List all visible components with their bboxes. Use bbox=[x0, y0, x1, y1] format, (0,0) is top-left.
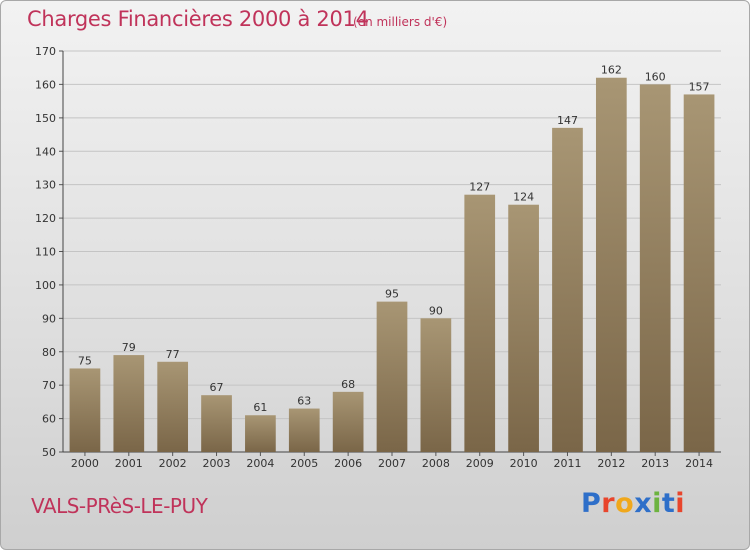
y-tick-label: 90 bbox=[42, 312, 56, 325]
data-label: 124 bbox=[513, 191, 534, 204]
bar bbox=[376, 301, 408, 452]
data-label: 77 bbox=[166, 348, 180, 361]
chart-title: Charges Financières 2000 à 2014 bbox=[27, 7, 369, 31]
axis-layer: 50 60 70 80 90 100 110 120 130 140 150 160 170 2000 20… bbox=[35, 45, 721, 470]
bar bbox=[201, 395, 232, 452]
x-tick-label: 2014 bbox=[685, 457, 713, 470]
bar bbox=[245, 415, 276, 452]
y-tick-label: 120 bbox=[35, 212, 56, 225]
x-tick-label: 2010 bbox=[510, 457, 538, 470]
commune-name: VALS-PRèS-LE-PUY bbox=[31, 494, 208, 518]
bar bbox=[639, 84, 671, 453]
bar bbox=[683, 94, 715, 453]
y-tick-label: 160 bbox=[35, 78, 56, 91]
y-tick-label: 60 bbox=[42, 413, 56, 426]
bar bbox=[552, 127, 583, 452]
y-tick-label: 80 bbox=[42, 346, 56, 359]
bar bbox=[464, 194, 496, 453]
label-layer: 75 79 77 67 61 63 68 95 90 127 124 147 162 160 157 bbox=[78, 64, 710, 415]
x-tick-label: 2013 bbox=[641, 457, 669, 470]
bar bbox=[508, 204, 539, 452]
x-tick-label: 2000 bbox=[71, 457, 99, 470]
data-label: 127 bbox=[469, 181, 490, 194]
data-label: 75 bbox=[78, 354, 92, 367]
x-tick-label: 2001 bbox=[115, 457, 143, 470]
logo-letter: x bbox=[634, 488, 653, 519]
bar-layer bbox=[69, 77, 715, 453]
bar bbox=[113, 355, 145, 452]
data-label: 162 bbox=[601, 64, 622, 77]
x-tick-label: 2006 bbox=[334, 457, 362, 470]
logo-letter: o bbox=[615, 488, 635, 519]
data-label: 79 bbox=[122, 341, 136, 354]
data-label: 68 bbox=[341, 378, 355, 391]
x-tick-label: 2003 bbox=[203, 457, 231, 470]
y-tick-label: 110 bbox=[35, 246, 56, 259]
bar bbox=[420, 318, 452, 452]
data-label: 160 bbox=[645, 70, 666, 83]
x-tick-label: 2009 bbox=[466, 457, 494, 470]
chart-subtitle: (en milliers d'€) bbox=[353, 15, 448, 29]
y-tick-label: 170 bbox=[35, 45, 56, 58]
x-tick-label: 2005 bbox=[290, 457, 318, 470]
logo-letter: r bbox=[601, 488, 616, 519]
x-tick-label: 2011 bbox=[553, 457, 581, 470]
bar bbox=[595, 77, 627, 452]
y-tick-label: 130 bbox=[35, 179, 56, 192]
bar bbox=[288, 408, 320, 452]
logo-letter: t bbox=[661, 488, 676, 519]
x-tick-label: 2004 bbox=[246, 457, 274, 470]
y-tick-label: 150 bbox=[35, 112, 56, 125]
data-label: 67 bbox=[210, 381, 224, 394]
x-tick-label: 2008 bbox=[422, 457, 450, 470]
proxiti-logo[interactable]: Proxiti bbox=[581, 488, 685, 519]
bar bbox=[332, 391, 364, 452]
logo-letter: i bbox=[675, 488, 686, 519]
data-label: 95 bbox=[385, 288, 399, 301]
data-label: 61 bbox=[253, 401, 267, 414]
y-tick-label: 70 bbox=[42, 379, 56, 392]
x-tick-label: 2002 bbox=[159, 457, 187, 470]
data-label: 63 bbox=[297, 395, 311, 408]
y-tick-label: 140 bbox=[35, 145, 56, 158]
logo-letter: P bbox=[581, 488, 602, 519]
logo-letter: i bbox=[652, 488, 662, 519]
data-label: 157 bbox=[689, 80, 710, 93]
y-tick-label: 50 bbox=[42, 446, 56, 459]
data-label: 90 bbox=[429, 304, 443, 317]
x-tick-label: 2012 bbox=[597, 457, 625, 470]
x-tick-label: 2007 bbox=[378, 457, 406, 470]
data-label: 147 bbox=[557, 114, 578, 127]
y-tick-label: 100 bbox=[35, 279, 56, 292]
bar bbox=[69, 368, 101, 452]
bar bbox=[157, 361, 189, 452]
